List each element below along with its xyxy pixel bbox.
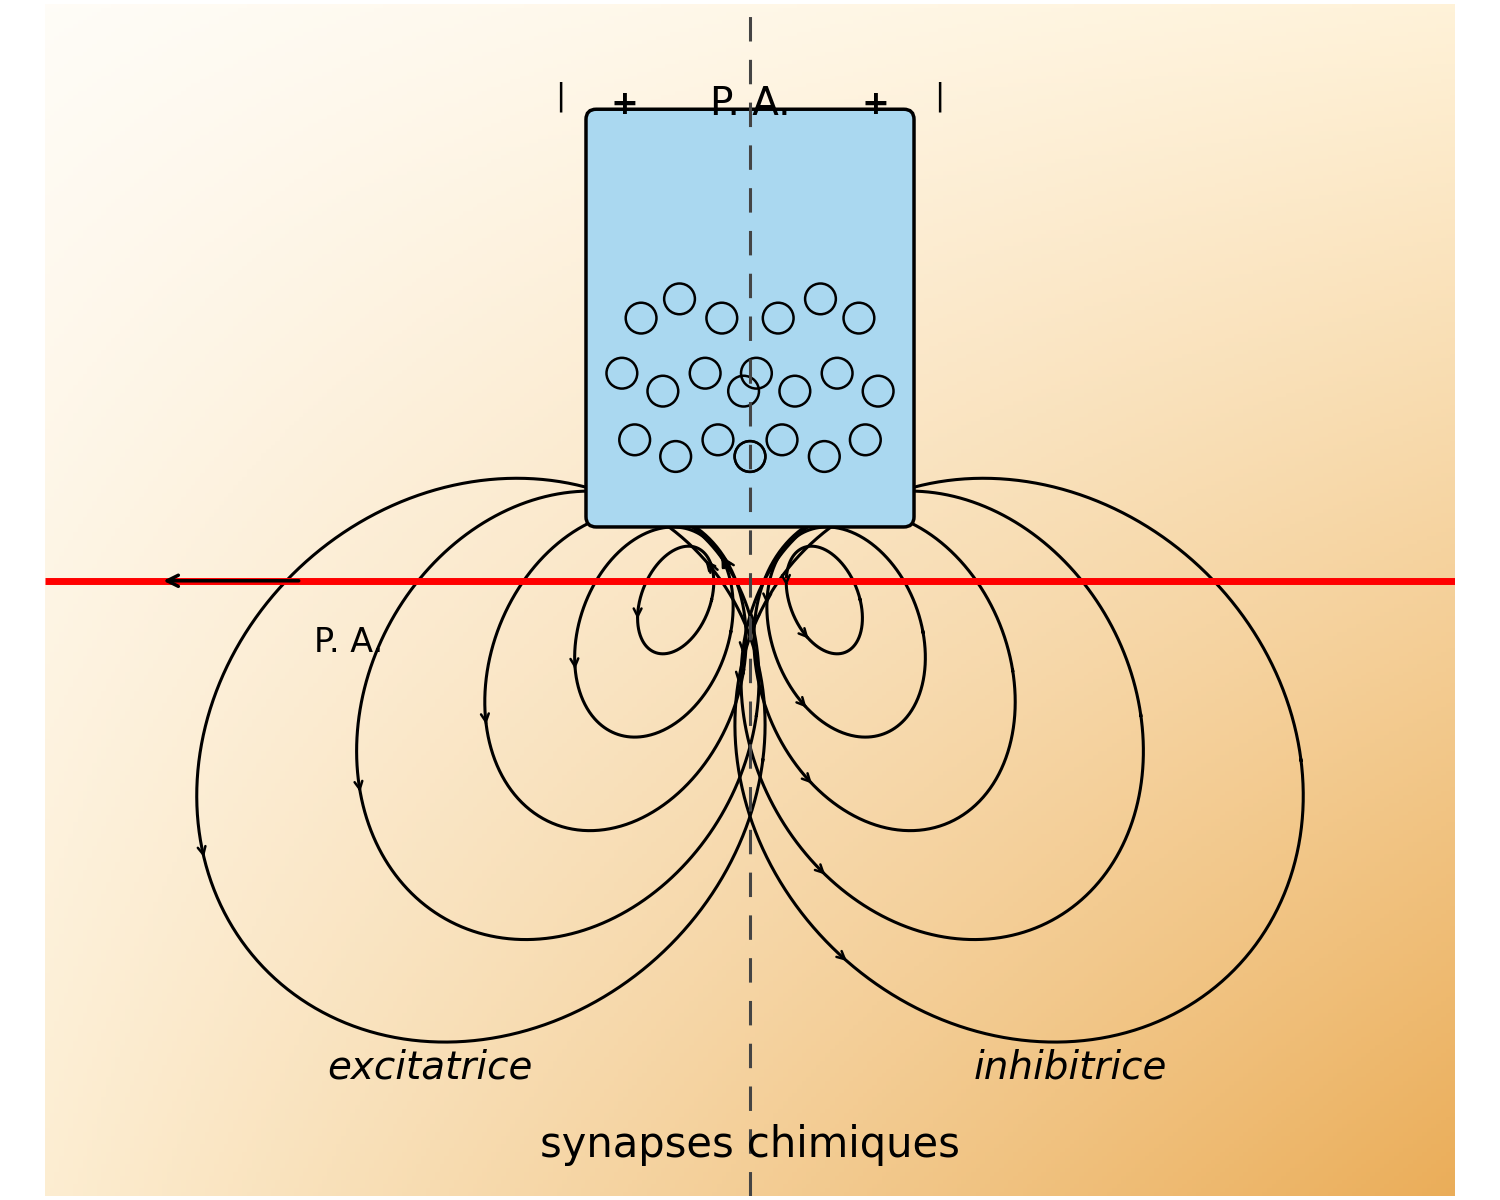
- Text: P. A.: P. A.: [710, 85, 791, 124]
- Text: inhibitrice: inhibitrice: [974, 1049, 1167, 1087]
- Text: synapses chimiques: synapses chimiques: [540, 1123, 960, 1165]
- Text: |: |: [934, 82, 945, 112]
- Bar: [45, 4, 1455, 120]
- Text: P. A.: P. A.: [315, 625, 384, 659]
- Text: |: |: [555, 82, 566, 112]
- Text: +: +: [861, 88, 889, 121]
- Text: +: +: [610, 88, 639, 121]
- Text: excitatrice: excitatrice: [327, 1049, 532, 1087]
- FancyBboxPatch shape: [586, 109, 914, 527]
- FancyBboxPatch shape: [586, 109, 914, 527]
